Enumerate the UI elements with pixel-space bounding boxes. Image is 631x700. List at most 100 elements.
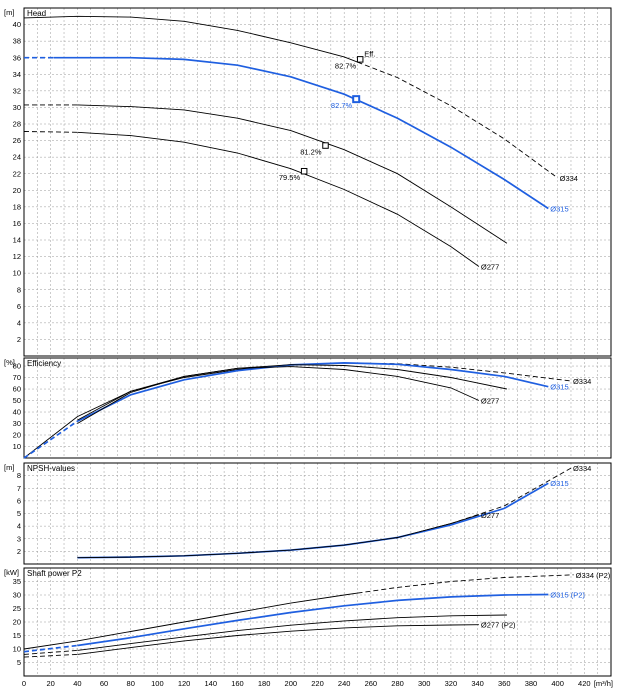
panel-frame xyxy=(23,357,612,459)
y-tick-label: 60 xyxy=(13,385,21,394)
series-line-extension-277 xyxy=(23,131,78,133)
y-tick-label: 40 xyxy=(13,20,21,29)
series-line-extension-277-p2 xyxy=(23,653,78,658)
series-line-extension-unlabeled-2 xyxy=(23,649,78,655)
y-tick-label: 50 xyxy=(13,396,21,405)
x-tick-label: 260 xyxy=(365,679,378,688)
series-label-334: Ø334 xyxy=(573,464,591,473)
x-tick-label: 40 xyxy=(73,679,81,688)
x-tick-label: 0 xyxy=(22,679,26,688)
y-tick-label: 24 xyxy=(13,153,21,162)
y-tick-label: 32 xyxy=(13,86,21,95)
series-line-315 xyxy=(77,362,549,422)
series-label-334-p2: Ø334 (P2) xyxy=(576,571,611,580)
x-tick-label: 280 xyxy=(391,679,404,688)
y-tick-label: 38 xyxy=(13,37,21,46)
y-tick-label: 4 xyxy=(17,318,21,327)
panel-npsh-values: 2 3 4 5 6 7 8[m] NPSH-values Ø334 Ø315 Ø277 xyxy=(4,462,612,565)
x-tick-label: 220 xyxy=(311,679,324,688)
y-tick-label: 10 xyxy=(13,442,21,451)
y-tick-label: 30 xyxy=(13,419,21,428)
series-line-extension-334 xyxy=(450,467,572,525)
series-label-277: Ø277 xyxy=(481,511,499,520)
y-tick-label: 2 xyxy=(17,547,21,556)
x-tick-label: 420 xyxy=(578,679,591,688)
y-tick-label: 18 xyxy=(13,202,21,211)
series-label-277: Ø277 xyxy=(481,397,499,406)
y-tick-label: 10 xyxy=(13,645,21,654)
y-tick-label: 16 xyxy=(13,219,21,228)
x-tick-label: 300 xyxy=(418,679,431,688)
y-tick-label: 3 xyxy=(17,534,21,543)
y-tick-label: 6 xyxy=(17,302,21,311)
series-line-277 xyxy=(77,514,480,559)
series-line-334 xyxy=(23,362,358,459)
x-tick-label: 80 xyxy=(127,679,135,688)
y-tick-label: 5 xyxy=(17,658,21,667)
y-tick-label: 8 xyxy=(17,285,21,294)
y-unit-label: [%] xyxy=(4,358,15,367)
x-tick-label: 320 xyxy=(445,679,458,688)
x-tick-label: 360 xyxy=(498,679,511,688)
series-line-extension-334 xyxy=(357,61,558,179)
y-unit-label: [m] xyxy=(4,8,14,17)
panel-title: NPSH-values xyxy=(27,464,75,473)
y-unit-label: [kW] xyxy=(4,568,19,577)
y-tick-label: 20 xyxy=(13,186,21,195)
x-tick-label: 100 xyxy=(151,679,164,688)
y-tick-label: 2 xyxy=(17,335,21,344)
y-tick-label: 22 xyxy=(13,169,21,178)
series-line-extension-315-p2 xyxy=(23,644,78,653)
efficiency-label: 82.7% xyxy=(335,61,357,70)
series-label-315: Ø315 xyxy=(550,383,568,392)
x-tick-label: 20 xyxy=(47,679,55,688)
y-tick-label: 12 xyxy=(13,252,21,261)
y-tick-label: 40 xyxy=(13,408,21,417)
y-tick-label: 8 xyxy=(17,471,21,480)
y-tick-label: 70 xyxy=(13,373,21,382)
x-tick-label: 160 xyxy=(231,679,244,688)
duty-point-marker xyxy=(300,167,308,175)
y-tick-label: 35 xyxy=(13,577,21,586)
series-line-334-p2 xyxy=(23,592,358,650)
y-tick-label: 6 xyxy=(17,496,21,505)
panel-frame xyxy=(23,7,612,357)
series-label-334: Ø334 xyxy=(573,377,591,386)
duty-point-marker xyxy=(356,56,364,63)
series-label-315: Ø315 xyxy=(550,479,568,488)
series-line-extension-334-p2 xyxy=(357,574,574,594)
series-line-unlabeled-2 xyxy=(77,614,507,651)
y-tick-label: 36 xyxy=(13,53,21,62)
series-label-315: Ø315 xyxy=(550,205,568,214)
y-tick-label: 10 xyxy=(13,269,21,278)
series-label-334: Ø334 xyxy=(560,174,578,183)
panel-title: Efficiency xyxy=(27,359,61,368)
y-tick-label: 26 xyxy=(13,136,21,145)
x-tick-label: 400 xyxy=(551,679,564,688)
duty-point-marker xyxy=(352,95,361,104)
y-tick-label: 15 xyxy=(13,631,21,640)
y-unit-label: [m] xyxy=(4,463,14,472)
series-line-315 xyxy=(53,56,549,210)
series-line-277-p2 xyxy=(77,624,479,655)
x-unit-label: [m³/h] xyxy=(594,679,613,688)
series-line-unlabeled-2 xyxy=(77,104,508,244)
series-line-unlabeled-2 xyxy=(77,364,507,421)
y-tick-label: 20 xyxy=(13,618,21,627)
duty-point-marker xyxy=(322,142,329,149)
efficiency-label: 81.2% xyxy=(300,148,322,157)
y-tick-label: 80 xyxy=(13,362,21,371)
y-tick-label: 20 xyxy=(13,431,21,440)
y-tick-label: 4 xyxy=(17,522,21,531)
series-label-277: Ø277 xyxy=(481,263,499,272)
panel-title: Head xyxy=(27,9,46,18)
panel-shaft-power-p2: 5 10 15 20 25 30 35[kW] Shaft power P2 Ø334 (P2)… xyxy=(4,567,612,677)
series-label-315-p2: Ø315 (P2) xyxy=(550,590,585,599)
x-tick-label: 120 xyxy=(178,679,191,688)
y-tick-label: 30 xyxy=(13,103,21,112)
y-tick-label: 14 xyxy=(13,236,21,245)
series-line-277 xyxy=(77,366,480,424)
y-tick-label: 34 xyxy=(13,70,21,79)
panel-frame xyxy=(23,462,612,565)
